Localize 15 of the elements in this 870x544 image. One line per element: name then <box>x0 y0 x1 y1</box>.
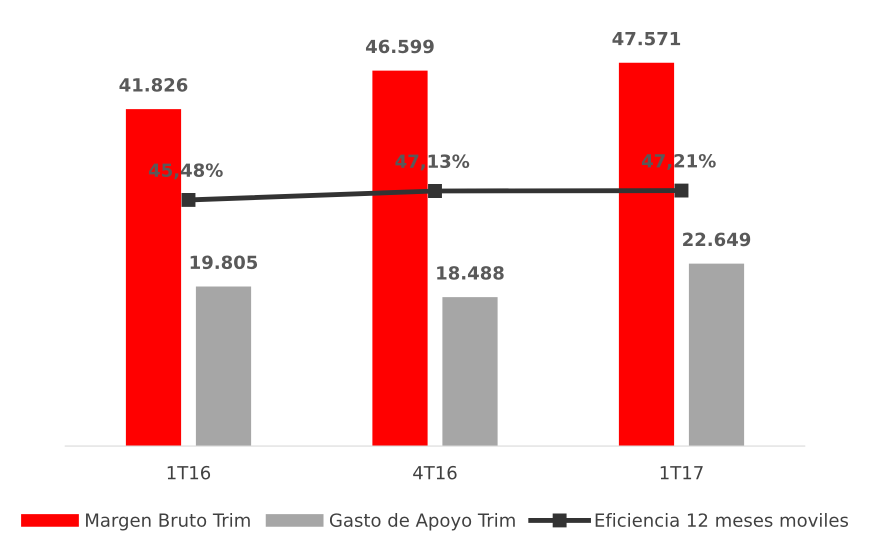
x-tick-label: 1T17 <box>660 466 703 480</box>
data-label: 41.826 <box>119 78 188 92</box>
legend-label: Margen Bruto Trim <box>86 512 250 530</box>
data-label: 19.805 <box>190 255 258 270</box>
bar <box>688 264 744 446</box>
bar <box>442 297 498 446</box>
bar <box>196 286 252 446</box>
data-label: 22.649 <box>683 232 750 246</box>
x-tick-label: 1T16 <box>168 466 210 480</box>
x-tick-label: 4T16 <box>413 466 457 480</box>
legend-label: Gasto de Apoyo Trim <box>330 512 515 530</box>
data-label: 46.599 <box>366 40 434 54</box>
data-label: 47.571 <box>612 32 680 46</box>
legend-label: Eficiencia 12 meses moviles <box>596 512 848 527</box>
data-label: 18.488 <box>437 266 504 280</box>
